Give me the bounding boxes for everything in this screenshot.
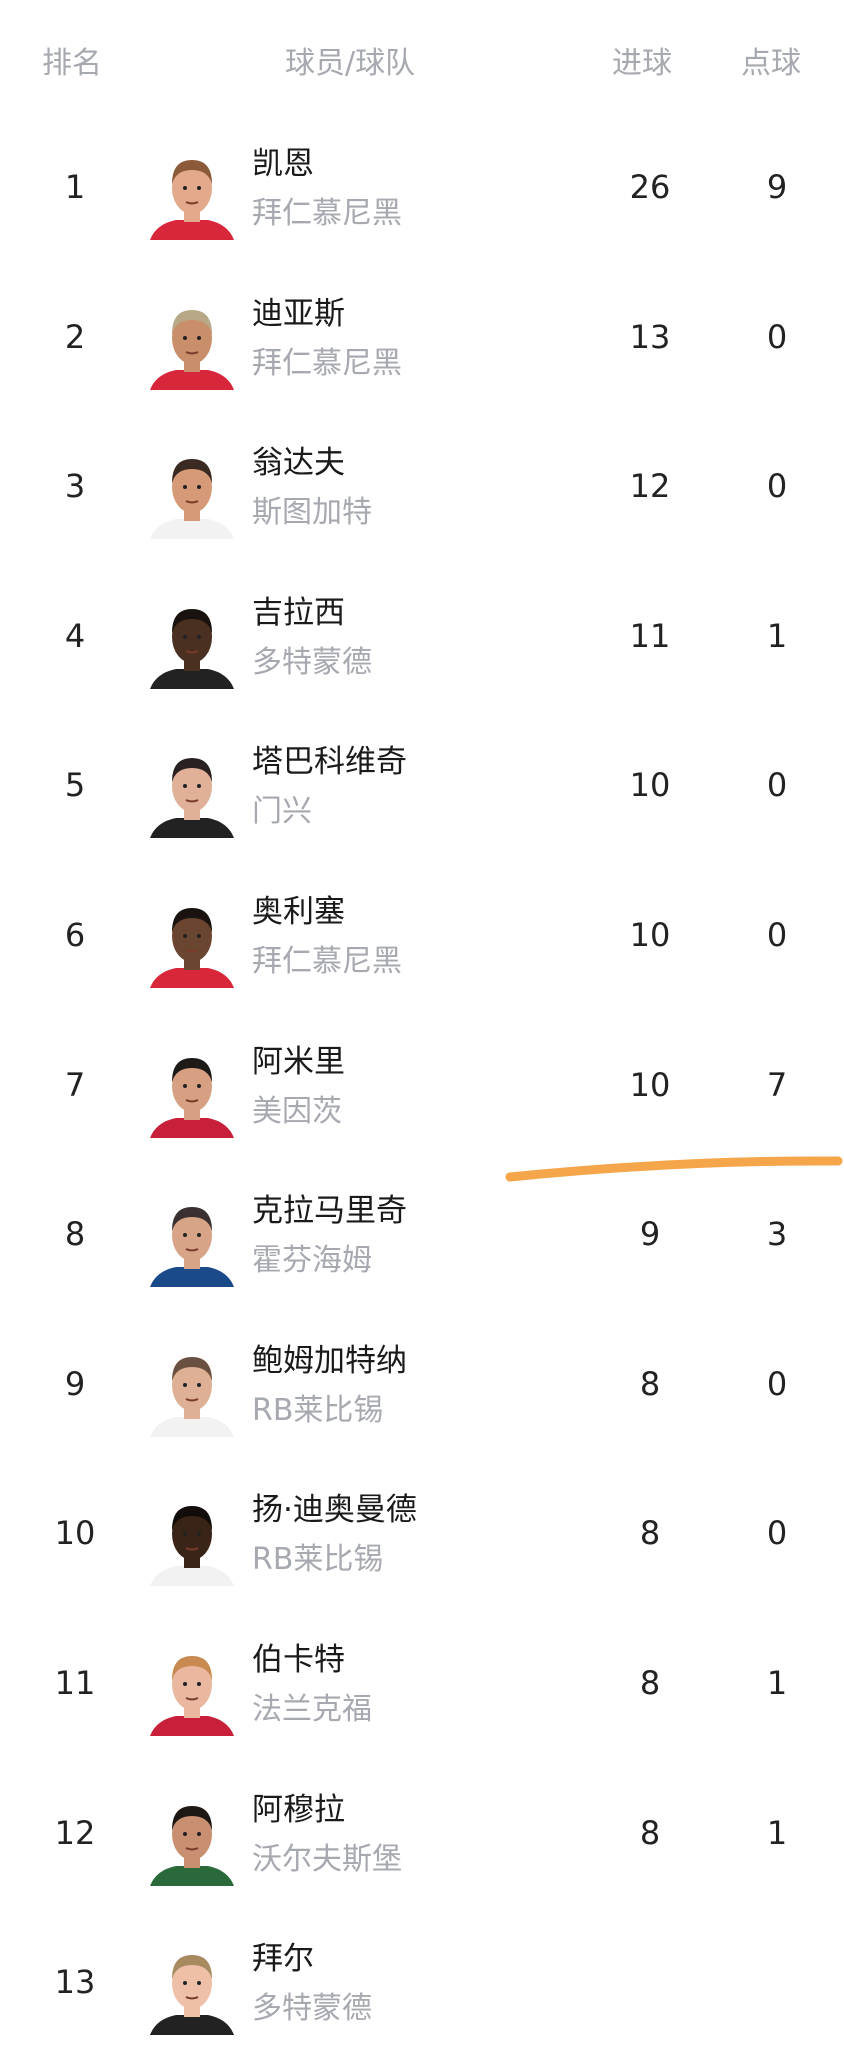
- table-row[interactable]: 13 拜尔 多特蒙德: [0, 1913, 844, 2063]
- penalties-value: 1: [766, 1664, 788, 1702]
- rank: 5: [64, 766, 86, 805]
- player-avatar: [150, 1506, 234, 1587]
- team-name[interactable]: 霍芬海姆: [252, 1243, 372, 1279]
- goals-value: 8: [639, 1664, 661, 1702]
- penalties-value: 0: [766, 1514, 788, 1553]
- penalties-value: 3: [766, 1215, 788, 1254]
- table-row[interactable]: 12 阿穆拉 沃尔夫斯堡 8 1: [0, 1764, 844, 1914]
- goals-value: 10: [629, 916, 671, 954]
- player-name[interactable]: 吉拉西: [252, 594, 345, 631]
- player-name[interactable]: 塔巴科维奇: [252, 744, 407, 781]
- table-row[interactable]: 1 凯恩 拜仁慕尼黑 26 9: [0, 118, 844, 268]
- table-row[interactable]: 9 鲍姆加特纳 RB莱比锡 8 0: [0, 1315, 844, 1465]
- penalties-value: 0: [766, 467, 788, 506]
- player-avatar: [150, 459, 234, 540]
- header-rank[interactable]: 排名: [42, 46, 102, 81]
- header-goals[interactable]: 进球: [612, 46, 672, 81]
- player-name[interactable]: 鲍姆加特纳: [252, 1342, 407, 1379]
- player-avatar: [150, 608, 234, 689]
- player-avatar: [150, 160, 234, 240]
- player-avatar: [150, 1805, 234, 1886]
- penalties-value: 0: [766, 916, 788, 954]
- table-row[interactable]: 5 塔巴科维奇 门兴 10 0: [0, 716, 844, 866]
- player-name[interactable]: 凯恩: [252, 146, 314, 182]
- penalties-value: 0: [766, 1364, 788, 1403]
- penalties-value: 7: [766, 1065, 788, 1104]
- header-penalties[interactable]: 点球: [741, 46, 801, 81]
- team-name[interactable]: RB莱比锡: [252, 1542, 384, 1578]
- penalties-value: 0: [766, 317, 788, 356]
- goals-value: 8: [639, 1514, 661, 1553]
- rank: 4: [64, 616, 86, 655]
- team-name[interactable]: RB莱比锡: [252, 1392, 384, 1428]
- table-row[interactable]: 10 扬·迪奥曼德 RB莱比锡 8 0: [0, 1464, 844, 1614]
- penalties-value: 1: [766, 616, 788, 655]
- table-row[interactable]: 2 迪亚斯 拜仁慕尼黑 13 0: [0, 268, 844, 418]
- penalties-value: 0: [766, 766, 788, 805]
- table-row[interactable]: 8 克拉马里奇 霍芬海姆 9 3: [0, 1165, 844, 1315]
- team-name[interactable]: 多特蒙德: [252, 1991, 372, 2027]
- player-avatar: [150, 309, 234, 390]
- team-name[interactable]: 沃尔夫斯堡: [252, 1841, 402, 1877]
- goals-value: 12: [629, 467, 671, 506]
- player-name[interactable]: 迪亚斯: [252, 295, 345, 332]
- team-name[interactable]: 拜仁慕尼黑: [252, 345, 402, 381]
- goals-value: 8: [639, 1364, 661, 1403]
- rank: 12: [54, 1813, 96, 1852]
- team-name[interactable]: 门兴: [252, 794, 312, 830]
- player-name[interactable]: 拜尔: [252, 1941, 314, 1978]
- rank: 9: [64, 1364, 86, 1403]
- rank: 8: [64, 1215, 86, 1254]
- penalties-value: 1: [766, 1813, 788, 1852]
- team-name[interactable]: 拜仁慕尼黑: [252, 944, 402, 979]
- table-row[interactable]: 7 阿米里 美因茨 10 7: [0, 1016, 844, 1166]
- team-name[interactable]: 斯图加特: [252, 495, 372, 531]
- header-player-team[interactable]: 球员/球队: [285, 46, 416, 81]
- goals-value: 8: [639, 1813, 661, 1852]
- player-name[interactable]: 扬·迪奥曼德: [252, 1492, 417, 1529]
- player-name[interactable]: 阿米里: [252, 1043, 345, 1080]
- rank: 10: [54, 1514, 96, 1553]
- player-avatar: [150, 908, 234, 988]
- player-avatar: [150, 1356, 234, 1437]
- team-name[interactable]: 美因茨: [252, 1093, 342, 1129]
- player-name[interactable]: 克拉马里奇: [252, 1193, 407, 1230]
- player-name[interactable]: 伯卡特: [252, 1642, 345, 1678]
- table-row[interactable]: 4 吉拉西 多特蒙德 11 1: [0, 567, 844, 717]
- player-avatar: [150, 1656, 234, 1736]
- team-name[interactable]: 拜仁慕尼黑: [252, 196, 402, 231]
- goals-value: 9: [639, 1215, 661, 1254]
- table-row[interactable]: 11 伯卡特 法兰克福 8 1: [0, 1614, 844, 1764]
- player-avatar: [150, 758, 234, 839]
- rank: 2: [64, 317, 86, 356]
- goals-value: 13: [629, 317, 671, 356]
- rank: 3: [64, 467, 86, 506]
- team-name[interactable]: 法兰克福: [252, 1692, 372, 1727]
- goals-value: 11: [629, 616, 671, 655]
- player-name[interactable]: 奥利塞: [252, 894, 345, 930]
- rank: 6: [64, 916, 86, 954]
- goals-value: 10: [629, 1065, 671, 1104]
- rank: 11: [54, 1664, 96, 1702]
- player-avatar: [150, 1057, 234, 1138]
- rank: 1: [64, 168, 86, 206]
- table-header: 排名 球员/球队 进球 点球: [0, 30, 844, 86]
- player-avatar: [150, 1955, 234, 2036]
- player-avatar: [150, 1207, 234, 1288]
- rank: 13: [54, 1963, 96, 2002]
- team-name[interactable]: 多特蒙德: [252, 644, 372, 680]
- player-name[interactable]: 翁达夫: [252, 445, 345, 482]
- goals-value: 10: [629, 766, 671, 805]
- rank: 7: [64, 1065, 86, 1104]
- table-row[interactable]: 6 奥利塞 拜仁慕尼黑 10 0: [0, 866, 844, 1016]
- penalties-value: 9: [766, 168, 788, 206]
- goals-value: 26: [629, 168, 671, 206]
- table-row[interactable]: 3 翁达夫 斯图加特 12 0: [0, 417, 844, 567]
- player-name[interactable]: 阿穆拉: [252, 1791, 345, 1828]
